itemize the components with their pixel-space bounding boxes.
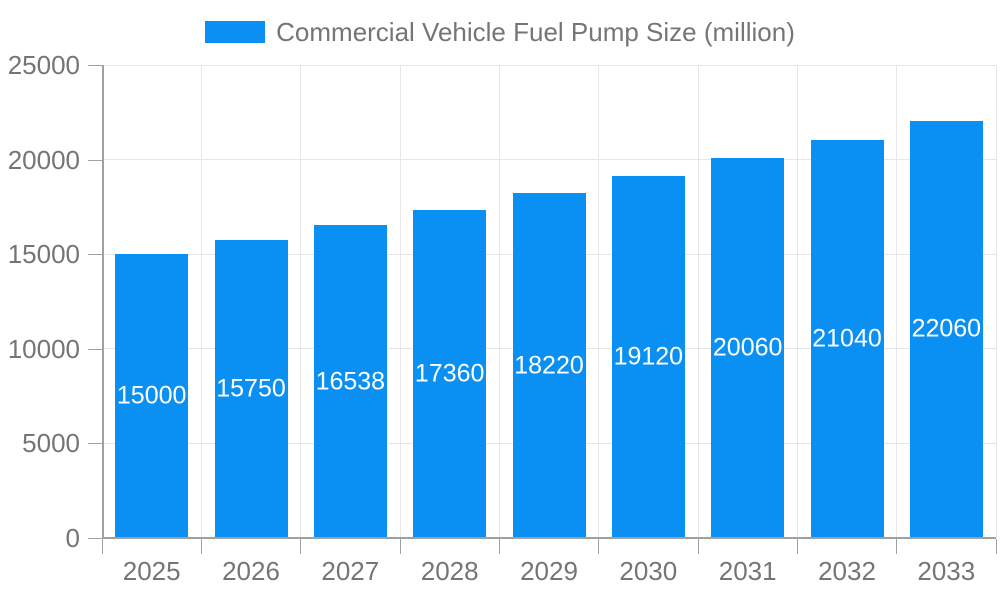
x-tick-mark: [796, 539, 798, 554]
x-gridline: [399, 65, 401, 538]
x-tick-mark: [498, 539, 500, 554]
bar-value-label: 15750: [216, 374, 286, 403]
bar-value-label: 15000: [116, 381, 187, 410]
y-gridline: [102, 64, 996, 66]
bar-value-label: 19120: [613, 342, 684, 371]
bar: 22060: [909, 120, 983, 538]
legend: Commercial Vehicle Fuel Pump Size (milli…: [0, 16, 1000, 48]
legend-label: Commercial Vehicle Fuel Pump Size (milli…: [276, 16, 795, 47]
y-tick-label: 5000: [22, 428, 80, 459]
x-gridline: [498, 65, 500, 538]
y-tick-label: 10000: [7, 333, 80, 364]
x-tick-label: 2033: [917, 556, 976, 586]
bar-value-label: 20060: [712, 333, 783, 362]
x-tick-label: 2027: [321, 556, 380, 586]
bar: 17360: [413, 209, 487, 538]
x-gridline: [300, 65, 302, 538]
y-tick-mark: [88, 348, 102, 350]
x-gridline: [697, 65, 699, 538]
x-gridline: [995, 65, 997, 538]
bar: 15000: [115, 254, 189, 538]
x-tick-mark: [995, 539, 997, 554]
y-gridline: [102, 159, 996, 161]
x-tick-label: 2025: [122, 556, 181, 586]
y-tick-mark: [88, 443, 102, 445]
y-tick-label: 25000: [7, 50, 80, 80]
bar-value-label: 16538: [315, 367, 386, 396]
y-tick-label: 20000: [7, 144, 80, 175]
bar: 18220: [512, 193, 586, 538]
bar-value-label: 21040: [812, 324, 882, 353]
x-tick-mark: [697, 539, 699, 554]
x-gridline: [896, 65, 898, 538]
bar-value-label: 17360: [414, 359, 485, 388]
x-tick-mark: [101, 539, 103, 554]
y-tick-mark: [88, 254, 102, 256]
x-tick-mark: [300, 539, 302, 554]
bar: 16538: [313, 225, 387, 538]
x-gridline: [598, 65, 600, 538]
plot-area: 15000 15750 16538 17360 18220 19120 20060 21040…: [102, 64, 997, 538]
bar: 19120: [611, 176, 685, 538]
y-axis-line: [102, 65, 104, 538]
bar: 15750: [214, 240, 288, 538]
y-tick-label: 15000: [7, 239, 80, 270]
x-tick-label: 2030: [619, 556, 678, 586]
y-tick-mark: [88, 65, 102, 66]
x-tick-mark: [896, 539, 898, 554]
x-tick-label: 2028: [420, 556, 479, 586]
y-tick-label: 0: [65, 523, 80, 553]
bar: 21040: [810, 139, 884, 538]
y-tick-mark: [88, 538, 102, 539]
x-tick-mark: [399, 539, 401, 554]
x-tick-label: 2032: [818, 556, 876, 586]
bar-value-label: 18220: [514, 351, 584, 380]
x-gridline: [796, 65, 798, 538]
x-gridline: [200, 65, 202, 538]
x-tick-label: 2031: [718, 556, 777, 586]
y-tick-mark: [88, 159, 102, 161]
x-tick-mark: [200, 539, 202, 554]
x-tick-label: 2026: [222, 556, 280, 586]
bar-value-label: 22060: [911, 314, 982, 343]
x-tick-mark: [598, 539, 600, 554]
x-tick-label: 2029: [520, 556, 578, 586]
x-axis-line: [102, 537, 996, 539]
bar: 20060: [711, 158, 785, 538]
legend-swatch: [205, 21, 266, 43]
